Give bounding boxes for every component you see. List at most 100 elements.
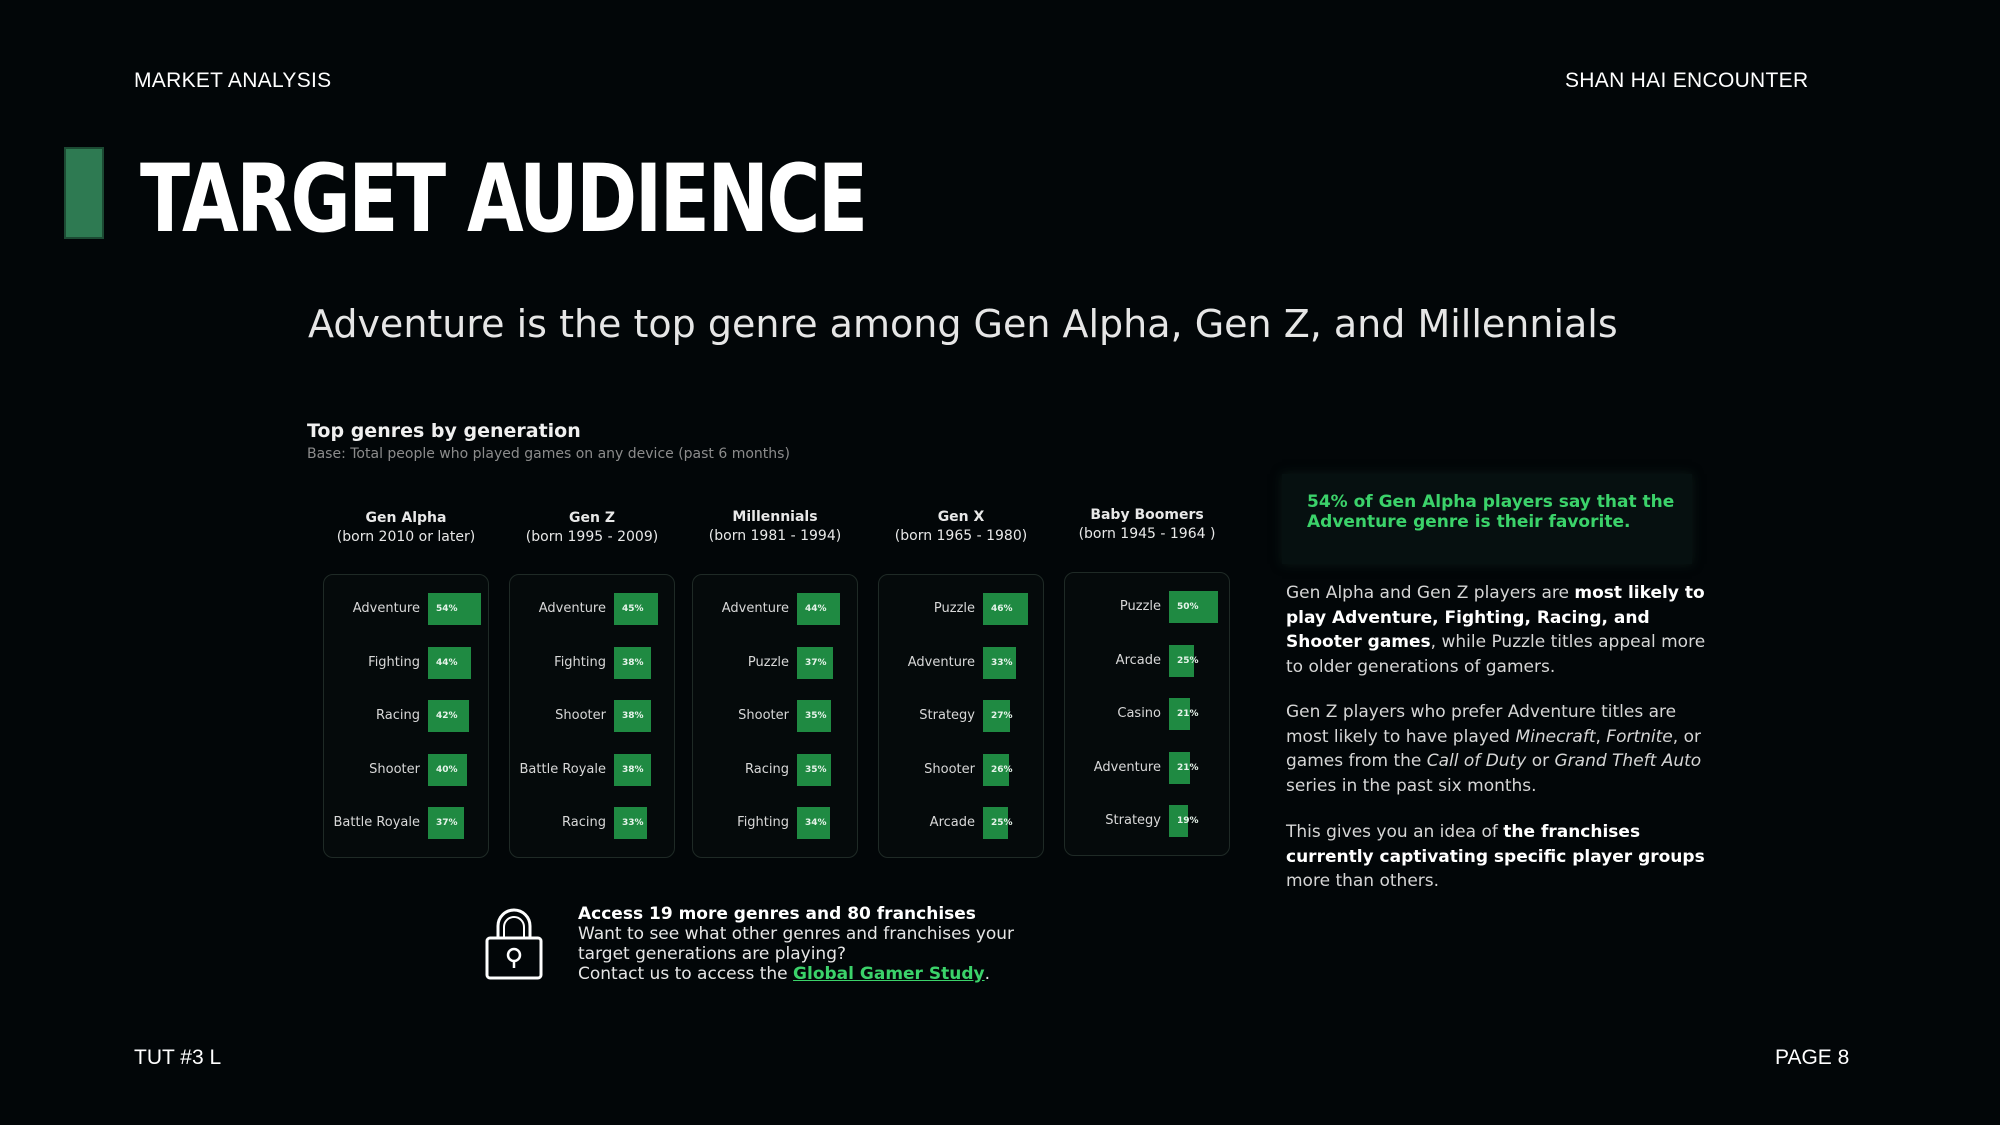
genre-bar: 21% bbox=[1169, 698, 1199, 730]
genre-label: Puzzle bbox=[933, 601, 975, 616]
genre-label: Strategy bbox=[1105, 813, 1161, 828]
genre-label: Adventure bbox=[352, 601, 420, 616]
generation-name: Gen Alpha bbox=[365, 510, 447, 526]
genre-bar: 38% bbox=[614, 646, 651, 679]
callout-text: 54% of Gen Alpha players say that the Ad… bbox=[1307, 492, 1675, 532]
access-contact: Contact us to access the Global Gamer St… bbox=[578, 964, 990, 984]
section-label: MARKET ANALYSIS bbox=[134, 69, 332, 92]
generation-born: (born 1981 - 1994) bbox=[708, 528, 842, 544]
generation-name: Millennials bbox=[732, 509, 818, 525]
genre-bar: 19% bbox=[1169, 805, 1199, 837]
generation-born: (born 1995 - 2009) bbox=[525, 529, 659, 545]
bar-value-label: 37% bbox=[805, 657, 827, 668]
genre-bar: 45% bbox=[614, 593, 658, 625]
bar-value-label: 54% bbox=[436, 604, 458, 614]
genre-bar: 54% bbox=[428, 593, 481, 625]
paragraph-3: This gives you an idea of the franchises… bbox=[1286, 822, 1705, 891]
genre-bar: 40% bbox=[428, 753, 467, 786]
access-heading: Access 19 more genres and 80 franchises bbox=[578, 904, 976, 924]
genre-label: Adventure bbox=[538, 601, 606, 616]
title-accent-bar bbox=[64, 147, 104, 239]
project-name: SHAN HAI ENCOUNTER bbox=[1565, 69, 1809, 92]
chart-title: Top genres by generation bbox=[307, 420, 581, 442]
genre-label: Shooter bbox=[738, 708, 789, 723]
generation-panel: Puzzle 46% Adventure 33% Strategy 27% Shooter 2… bbox=[878, 574, 1044, 858]
genre-bar: 26% bbox=[983, 753, 1013, 786]
generation-header: Gen X (born 1965 - 1980) bbox=[876, 509, 1046, 544]
generation-header: Millennials (born 1981 - 1994) bbox=[690, 509, 860, 544]
genre-bar: 44% bbox=[428, 646, 471, 679]
genre-label: Arcade bbox=[1115, 652, 1161, 668]
genre-bar: 50% bbox=[1169, 591, 1218, 623]
genre-label: Puzzle bbox=[747, 654, 789, 670]
genre-bar: 35% bbox=[797, 700, 831, 732]
bar-value-label: 45% bbox=[622, 604, 644, 614]
generation-header: Gen Z (born 1995 - 2009) bbox=[507, 510, 677, 545]
generation-panel: Puzzle 50% Arcade 25% Casino 21% Adventure 21% S… bbox=[1064, 572, 1230, 856]
genre-bar: 33% bbox=[983, 646, 1016, 679]
generation-name: Gen X bbox=[937, 509, 985, 525]
bar-value-label: 25% bbox=[991, 818, 1013, 828]
global-gamer-study-link[interactable]: Global Gamer Study bbox=[793, 964, 985, 984]
bar-value-label: 25% bbox=[1177, 655, 1199, 666]
bar-value-label: 21% bbox=[1177, 762, 1199, 773]
bar-value-label: 19% bbox=[1177, 816, 1199, 826]
access-description: Want to see what other genres and franch… bbox=[578, 924, 1015, 964]
chart-base-note: Base: Total people who played games on a… bbox=[307, 446, 790, 462]
bar-value-label: 34% bbox=[805, 818, 827, 828]
genre-label: Adventure bbox=[907, 654, 975, 670]
generation-panel: Adventure 44% Puzzle 37% Shooter 35% Racing 35%… bbox=[692, 574, 858, 858]
access-block: Access 19 more genres and 80 franchises … bbox=[578, 904, 1038, 984]
genre-bar: 38% bbox=[614, 753, 651, 786]
bar-value-label: 21% bbox=[1177, 709, 1199, 719]
bar-value-label: 26% bbox=[991, 764, 1013, 775]
genre-label: Racing bbox=[376, 708, 420, 723]
genre-label: Battle Royale bbox=[333, 815, 421, 830]
generation-name: Gen Z bbox=[569, 510, 615, 526]
bar-value-label: 38% bbox=[622, 711, 644, 721]
bar-value-label: 35% bbox=[805, 711, 827, 721]
genre-label: Shooter bbox=[369, 761, 420, 777]
callout-box bbox=[1282, 474, 1692, 564]
bar-value-label: 38% bbox=[622, 764, 644, 775]
page-number: PAGE 8 bbox=[1775, 1046, 1850, 1069]
genre-label: Puzzle bbox=[1119, 599, 1161, 614]
slide-subtitle: Adventure is the top genre among Gen Alp… bbox=[308, 302, 1618, 346]
genre-bar: 42% bbox=[428, 700, 469, 732]
generation-header: Gen Alpha (born 2010 or later) bbox=[321, 510, 491, 545]
generation-header: Baby Boomers (born 1945 - 1964 ) bbox=[1062, 507, 1232, 542]
genre-label: Fighting bbox=[554, 654, 606, 670]
genre-bar: 35% bbox=[797, 753, 831, 786]
genre-label: Arcade bbox=[929, 815, 975, 830]
genre-bar: 44% bbox=[797, 593, 840, 625]
genre-label: Shooter bbox=[555, 708, 606, 723]
genre-label: Racing bbox=[745, 761, 789, 777]
bar-value-label: 44% bbox=[436, 657, 458, 668]
bar-value-label: 33% bbox=[622, 818, 644, 828]
genre-bar: 34% bbox=[797, 807, 830, 839]
bar-value-label: 46% bbox=[991, 604, 1013, 614]
generation-born: (born 2010 or later) bbox=[336, 529, 476, 545]
generation-born: (born 1965 - 1980) bbox=[894, 528, 1028, 544]
bar-value-label: 44% bbox=[805, 604, 827, 614]
page-title: TARGET AUDIENCE bbox=[140, 145, 868, 254]
bar-value-label: 27% bbox=[991, 711, 1013, 721]
genre-bar: 46% bbox=[983, 593, 1028, 625]
generation-panel: Adventure 45% Fighting 38% Shooter 38% Battle … bbox=[509, 574, 675, 858]
paragraph-1: Gen Alpha and Gen Z players are most lik… bbox=[1286, 583, 1706, 677]
bar-value-label: 33% bbox=[991, 657, 1013, 668]
genre-label: Shooter bbox=[924, 761, 975, 777]
genre-bar: 38% bbox=[614, 700, 651, 732]
genre-bar: 21% bbox=[1169, 751, 1199, 784]
genre-label: Casino bbox=[1117, 706, 1161, 721]
generation-born: (born 1945 - 1964 ) bbox=[1078, 526, 1216, 542]
paragraph-2: Gen Z players who prefer Adventure title… bbox=[1286, 702, 1702, 796]
genre-bar: 37% bbox=[797, 646, 833, 679]
genre-label: Strategy bbox=[919, 708, 975, 723]
bar-value-label: 40% bbox=[436, 764, 458, 775]
genre-bar: 25% bbox=[983, 807, 1013, 839]
generation-panel: Adventure 54% Fighting 44% Racing 42% Shooter 4… bbox=[323, 574, 489, 858]
bar-value-label: 50% bbox=[1177, 602, 1199, 612]
genre-label: Fighting bbox=[737, 815, 789, 830]
bar-value-label: 35% bbox=[805, 764, 827, 775]
